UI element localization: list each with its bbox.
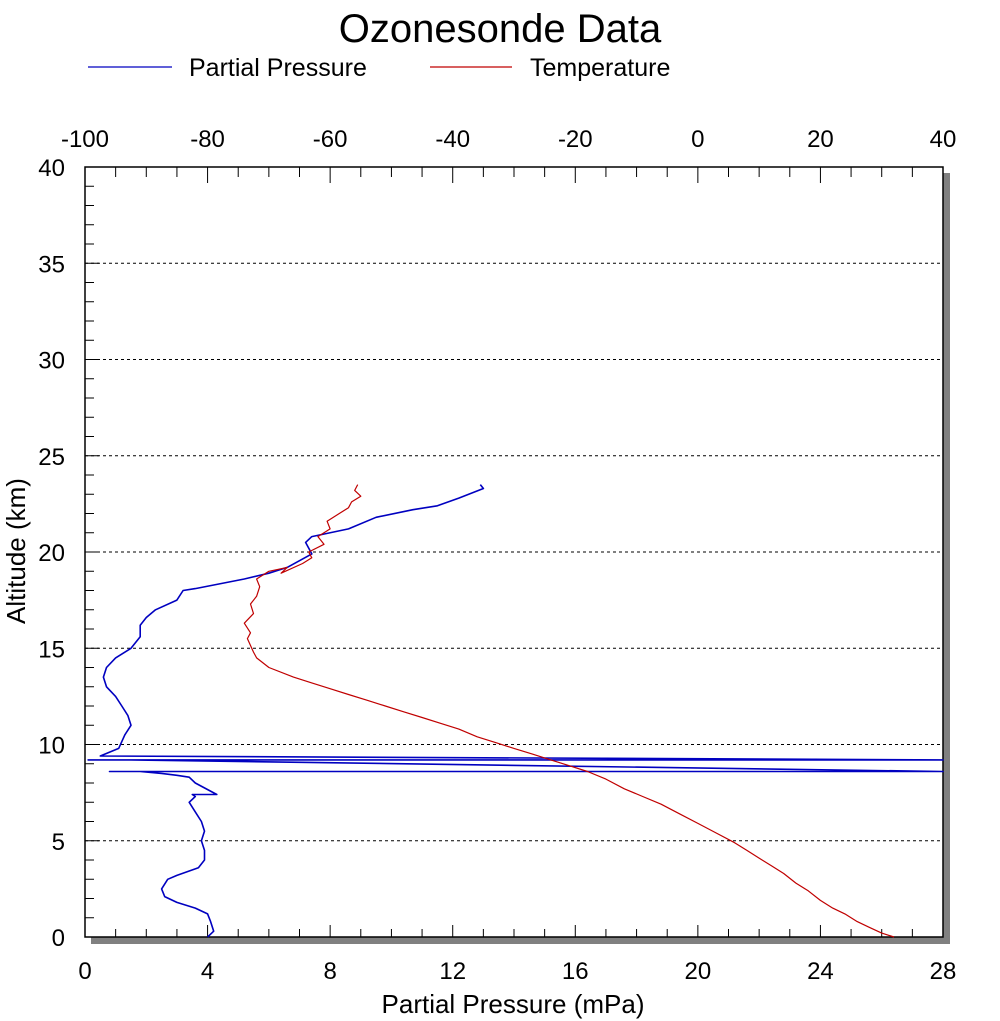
x-tick-label: 24 <box>807 958 834 985</box>
tick-labels: 0 5 10 15 20 25 30 35 40 0 4 8 12 16 20 24 28 -100 -80 -60 -… <box>38 126 956 985</box>
x2-tick-label: -80 <box>190 126 225 153</box>
legend-label-partial-pressure: Partial Pressure <box>189 54 367 82</box>
x-tick-label: 8 <box>323 958 336 985</box>
x2-tick-label: 20 <box>807 126 834 153</box>
series-group <box>87 484 944 938</box>
x-tick-label: 20 <box>685 958 712 985</box>
series-line-partial-pressure <box>87 484 944 938</box>
x-tick-label: 28 <box>930 958 957 985</box>
x2-tick-label: 0 <box>691 126 704 153</box>
y-tick-label: 25 <box>38 444 65 471</box>
x-tick-label: 4 <box>201 958 214 985</box>
x-tick-label: 0 <box>78 958 91 985</box>
x-tick-label: 12 <box>439 958 466 985</box>
y-tick-label: 15 <box>38 636 65 663</box>
x-tick-label: 16 <box>562 958 589 985</box>
x2-tick-label: 40 <box>930 126 957 153</box>
x-axis-label: Partial Pressure (mPa) <box>382 989 645 1019</box>
x2-tick-label: -20 <box>558 126 593 153</box>
y-tick-label: 35 <box>38 251 65 278</box>
y-tick-label: 40 <box>38 155 65 182</box>
y-axis-label: Altitude (km) <box>1 478 31 624</box>
y-tick-label: 5 <box>52 829 65 856</box>
grid-lines <box>85 262 943 842</box>
chart-title: Ozonesonde Data <box>339 7 662 51</box>
x2-tick-label: -100 <box>61 126 109 153</box>
y-tick-label: 0 <box>52 925 65 952</box>
minor-ticks <box>84 166 944 938</box>
y-tick-label: 10 <box>38 733 65 760</box>
x2-tick-label: -40 <box>435 126 470 153</box>
legend-label-temperature: Temperature <box>530 54 670 82</box>
plot-shadow-right <box>943 173 950 944</box>
series-line-temperature <box>243 484 895 938</box>
x2-tick-label: -60 <box>313 126 348 153</box>
y-tick-label: 20 <box>38 540 65 567</box>
plot-shadow-bottom <box>91 937 950 944</box>
y-tick-label: 30 <box>38 348 65 375</box>
legend: Partial Pressure Temperature <box>88 54 670 82</box>
